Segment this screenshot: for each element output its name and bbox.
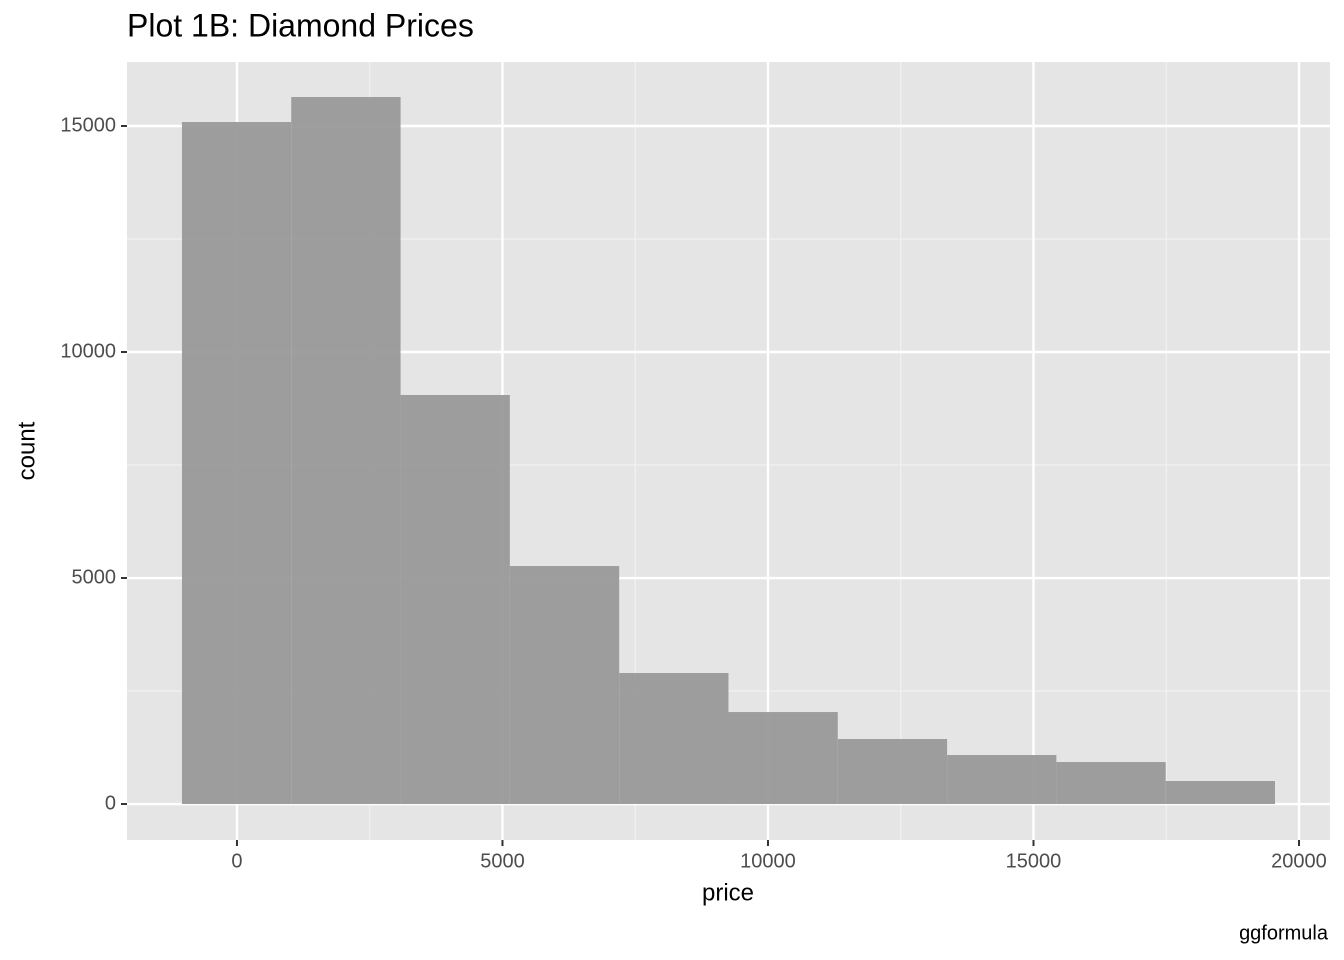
bar <box>1165 781 1275 805</box>
bar <box>837 739 948 805</box>
bar <box>619 673 729 805</box>
bar <box>291 97 401 805</box>
x-tick-label: 15000 <box>1006 850 1062 872</box>
y-tick-label: 15000 <box>60 114 116 136</box>
bar <box>400 394 510 805</box>
bar <box>181 122 292 805</box>
x-tick-label: 0 <box>231 850 242 872</box>
y-tick-label: 5000 <box>72 566 117 588</box>
x-tick-label: 5000 <box>480 850 525 872</box>
x-tick-label: 10000 <box>740 850 796 872</box>
chart-title: Plot 1B: Diamond Prices <box>127 7 474 43</box>
bar <box>1056 762 1166 805</box>
x-axis-title: price <box>702 879 754 906</box>
bar <box>509 566 620 805</box>
y-tick-label: 10000 <box>60 340 116 362</box>
caption: ggformula <box>1239 922 1329 944</box>
x-tick-label: 20000 <box>1271 850 1327 872</box>
y-axis-title: count <box>13 421 40 480</box>
y-tick-label: 0 <box>105 792 116 814</box>
bar <box>947 755 1057 805</box>
bar <box>728 712 838 805</box>
